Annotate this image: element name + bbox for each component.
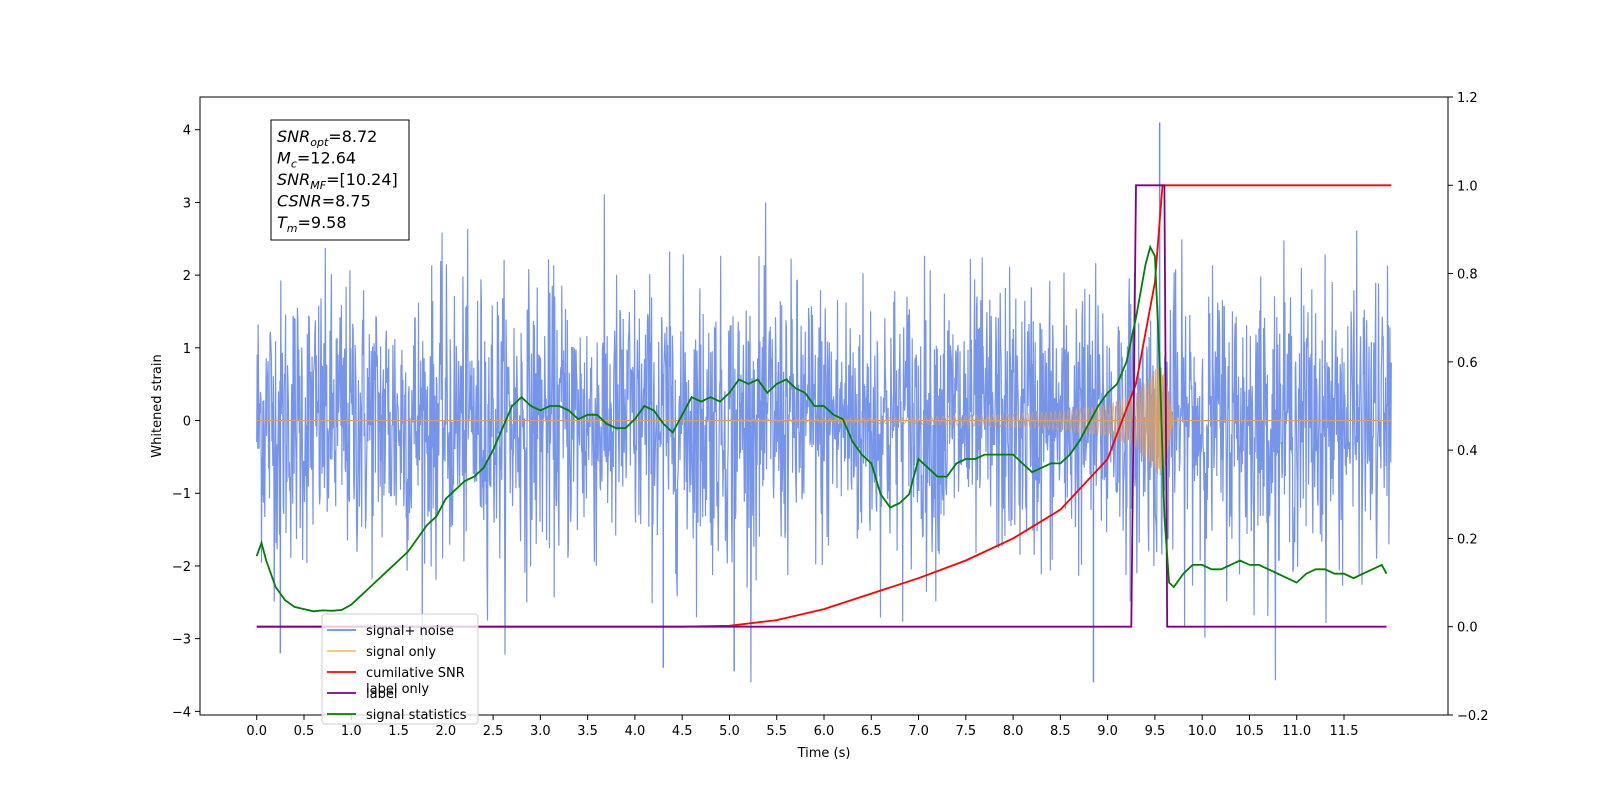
- legend-label: signal+ noise: [366, 624, 454, 639]
- y2-tick-label: 0.8: [1457, 268, 1478, 283]
- x-tick-label: 11.0: [1282, 724, 1311, 739]
- y2-tick-label: 0.2: [1457, 532, 1478, 547]
- y2-tick-label: 1.0: [1457, 179, 1478, 194]
- x-tick-label: 10.5: [1235, 724, 1264, 739]
- info-box-line: SNRopt=8.72: [277, 127, 377, 149]
- y-tick-label: −3: [172, 633, 191, 648]
- info-box: SNRopt=8.72Mc=12.64SNRMF=[10.24]CSNR=8.7…: [270, 119, 410, 241]
- x-tick-label: 2.0: [435, 724, 456, 739]
- legend-label: signal only: [366, 645, 436, 660]
- signal-noise-line: [256, 194, 1392, 683]
- legend-hidden-text: label only: [366, 682, 429, 697]
- y-tick-label: 4: [183, 124, 191, 139]
- x-tick-label: 0.0: [246, 724, 267, 739]
- axes: 0.0 0.5 1.0 1.5 2.0 2.5 3.0 3.5 4.0 4.5 5.0 5.5 6.0 6…: [172, 91, 1489, 739]
- x-tick-label: 6.0: [814, 724, 835, 739]
- y2-tick-label: 1.2: [1457, 91, 1478, 106]
- x-tick-label: 9.5: [1145, 724, 1166, 739]
- y2-tick-label: −0.2: [1457, 709, 1489, 724]
- y-tick-label: 3: [183, 196, 191, 211]
- y-tick-label: 1: [183, 342, 191, 357]
- y2-tick-label: 0.0: [1457, 621, 1478, 636]
- x-tick-label: 3.5: [577, 724, 598, 739]
- x-tick-label: 10.0: [1188, 724, 1217, 739]
- legend-label: cumilative SNR: [366, 666, 465, 681]
- legend-label: label: [366, 687, 397, 702]
- x-tick-label: 8.0: [1003, 724, 1024, 739]
- x-tick-label: 11.5: [1330, 724, 1359, 739]
- y-tick-label: −1: [172, 487, 191, 502]
- y-tick-label: −2: [172, 560, 191, 575]
- info-box-line: Tm=9.58: [277, 213, 347, 235]
- y2-tick-label: 0.6: [1457, 356, 1478, 371]
- x-tick-label: 2.5: [483, 724, 504, 739]
- x-tick-label: 1.0: [341, 724, 362, 739]
- legend-frame: [321, 613, 479, 725]
- x-tick-label: 9.0: [1097, 724, 1118, 739]
- x-axis-title: Time (s): [797, 746, 851, 761]
- y-axis-title: Whitened strain: [150, 354, 165, 457]
- legend: label only signal+ noise signal only cumila…: [321, 613, 479, 725]
- info-box-line: SNRMF=[10.24]: [277, 170, 398, 192]
- signal-only-line: [729, 362, 1176, 476]
- legend-label: signal statistics: [366, 708, 467, 723]
- y-tick-label: 2: [183, 269, 191, 284]
- series-lines: [255, 184, 1392, 628]
- x-tick-label: 6.5: [861, 724, 882, 739]
- cumilative-snr-line: [256, 184, 1392, 628]
- y-tick-label: −4: [172, 705, 191, 720]
- x-tick-label: 7.0: [908, 724, 929, 739]
- x-tick-label: 5.5: [766, 724, 787, 739]
- y-tick-label: 0: [183, 415, 191, 430]
- x-tick-label: 7.5: [955, 724, 976, 739]
- x-tick-label: 4.0: [625, 724, 646, 739]
- signal-statistics-line: [255, 244, 1388, 613]
- x-tick-label: 8.5: [1050, 724, 1071, 739]
- x-tick-label: 3.0: [530, 724, 551, 739]
- x-tick-label: 0.5: [294, 724, 315, 739]
- x-tick-label: 5.0: [719, 724, 740, 739]
- info-box-line: Mc=12.64: [277, 149, 356, 171]
- series-signal-noise: [256, 122, 1392, 683]
- y2-tick-label: 0.4: [1457, 444, 1478, 459]
- label-line: [256, 184, 1387, 628]
- x-tick-label: 4.5: [672, 724, 693, 739]
- info-box-line: CSNR=8.75: [277, 192, 371, 211]
- series-signal-only: [256, 362, 1392, 476]
- x-tick-label: 1.5: [388, 724, 409, 739]
- info-box-frame: [270, 119, 410, 241]
